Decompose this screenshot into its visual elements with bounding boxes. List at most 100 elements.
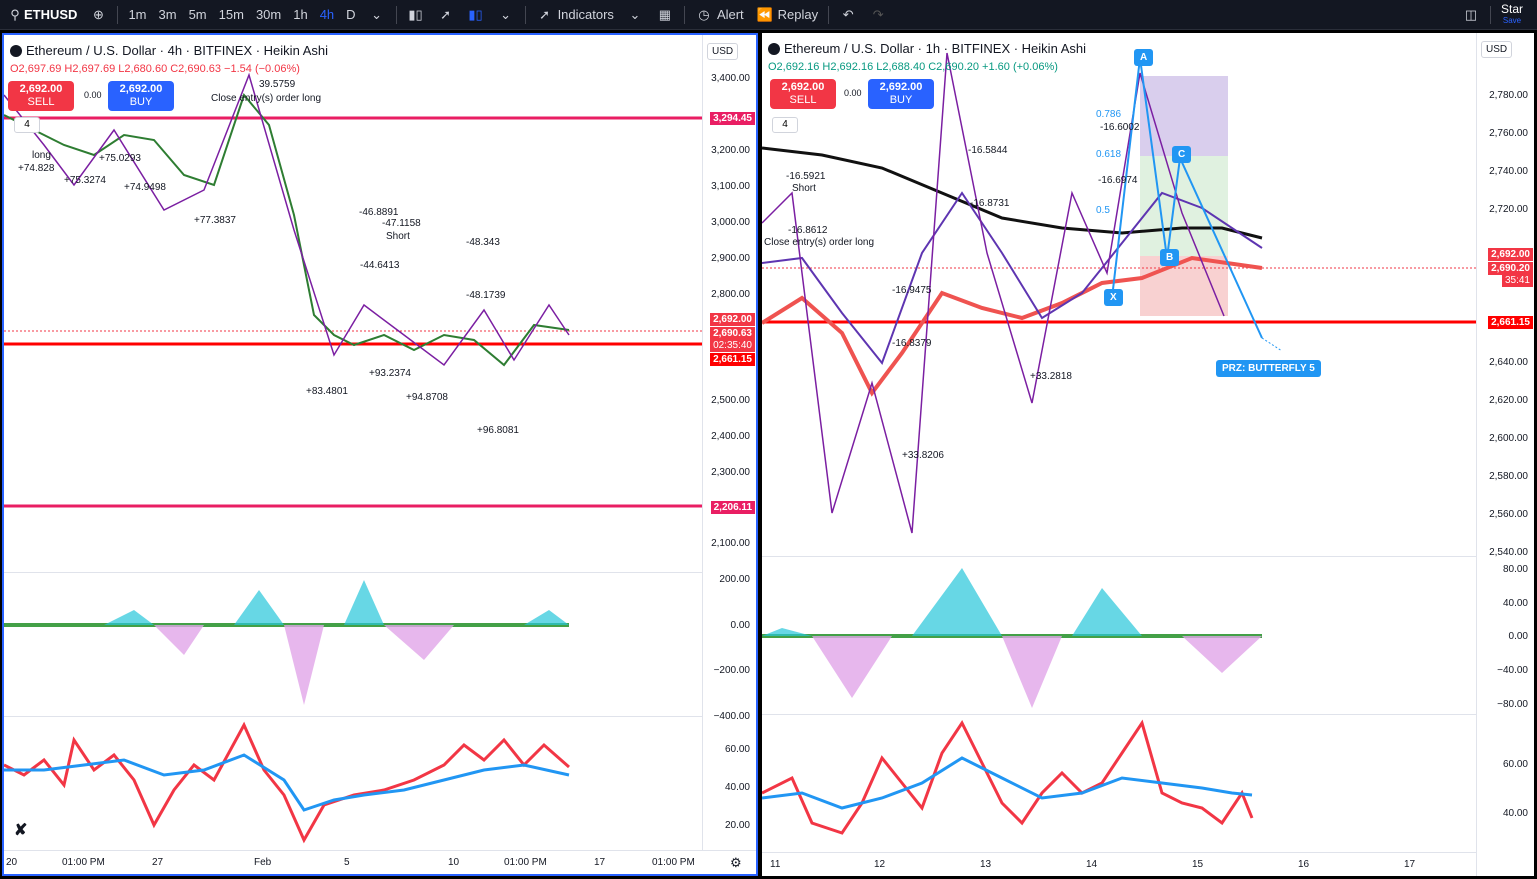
interval-15m[interactable]: 15m: [218, 7, 244, 22]
fib-label: 0.618: [1096, 149, 1122, 160]
annotation: Short: [386, 231, 410, 242]
interval-d[interactable]: D: [346, 7, 356, 22]
annotation: Close entry(s) order long: [764, 237, 875, 248]
price-tick: 2,800.00: [711, 289, 750, 300]
zigzag-line: [762, 52, 1225, 534]
annotation: 39.5759: [259, 79, 296, 90]
rsi-fast-line: [762, 719, 1254, 835]
alert-label: Alert: [716, 7, 744, 22]
symbol-label: ETHUSD: [24, 7, 78, 22]
price-axis-left[interactable]: USD 3,400.00 3,200.00 3,100.00 3,000.00 …: [702, 35, 756, 874]
interval-1m[interactable]: 1m: [128, 7, 147, 22]
price-axis-right[interactable]: USD 2,780.00 2,760.00 2,740.00 2,720.00 …: [1476, 33, 1534, 876]
top-toolbar: ⚲ ETHUSD ⊕ 1m 3m 5m 15m 30m 1h 4h D ⌄ ▮▯…: [0, 0, 1537, 30]
ethereum-logo-icon: [768, 42, 780, 55]
sell-button-right[interactable]: 2,692.00 SELL: [770, 79, 836, 109]
interval-dropdown[interactable]: ⌄: [362, 0, 392, 30]
pane-separator[interactable]: [4, 572, 702, 573]
price-tick: 2,500.00: [711, 395, 750, 406]
last-price-tag: 2,692.00: [1488, 248, 1533, 261]
interval-1h[interactable]: 1h: [293, 7, 308, 22]
annotation: +74.9498: [124, 182, 166, 193]
ethereum-logo-icon: [10, 44, 22, 57]
layout-button[interactable]: ◫: [1456, 0, 1486, 30]
buy-label-left: BUY: [129, 96, 153, 108]
redo-icon: ↷: [872, 6, 884, 22]
interval-30m[interactable]: 30m: [255, 7, 282, 22]
indicators-dropdown[interactable]: ⌄: [620, 0, 650, 30]
annotation: +77.3837: [194, 215, 236, 226]
time-axis-left[interactable]: 20 01:00 PM 27 Feb 5 10 01:00 PM 17 01:0…: [4, 850, 756, 874]
indicators-label: Indicators: [557, 7, 614, 22]
annotation: -44.6413: [360, 260, 400, 271]
annotation: long: [32, 150, 51, 161]
zigzag-line: [4, 72, 570, 367]
pane-separator[interactable]: [4, 716, 702, 717]
annotation: Close entry(s) order long: [211, 93, 322, 104]
undo-button[interactable]: ↶: [833, 0, 863, 30]
templates-button[interactable]: ▦: [650, 0, 680, 30]
macd-tick: −80.00: [1497, 699, 1528, 710]
currency-selector-right[interactable]: USD: [1481, 41, 1513, 58]
annotation: -48.343: [466, 237, 500, 248]
chart-type-dropdown[interactable]: ⌄: [491, 0, 521, 30]
price-tick: 3,200.00: [711, 145, 750, 156]
chart-legend-right[interactable]: Ethereum / U.S. Dollar · 1h · BITFINEX ·…: [768, 41, 1086, 56]
annotation: -48.1739: [466, 290, 506, 301]
interval-5m[interactable]: 5m: [188, 7, 207, 22]
buy-button-left[interactable]: 2,692.00 BUY: [108, 81, 174, 111]
sell-button-left[interactable]: 2,692.00 SELL: [8, 81, 74, 111]
lower-tag: 2,206.11: [710, 501, 755, 514]
save-layout-button[interactable]: Star Save: [1495, 0, 1537, 30]
alert-button[interactable]: ◷ Alert: [689, 0, 750, 30]
annotation: -16.8731: [970, 198, 1010, 209]
chart-legend-left[interactable]: Ethereum / U.S. Dollar · 4h · BITFINEX ·…: [10, 43, 328, 58]
currency-selector-left[interactable]: USD: [707, 43, 739, 60]
symbol-search[interactable]: ⚲ ETHUSD: [0, 0, 83, 30]
ohlc-readout-left: O2,697.69 H2,697.69 L2,680.60 C2,690.63 …: [10, 63, 300, 75]
time-axis-right[interactable]: 11 12 13 14 15 16 17: [762, 852, 1476, 876]
heikin-ashi-button[interactable]: ▮▯: [461, 0, 491, 30]
resistance-tag: 3,294.45: [710, 112, 755, 125]
time-label: 17: [594, 857, 606, 868]
redo-button[interactable]: ↷: [863, 0, 893, 30]
interval-box-left[interactable]: 4: [14, 117, 40, 133]
indicators-button[interactable]: ➚ Indicators: [530, 0, 620, 30]
annotation: +33.8206: [902, 450, 944, 461]
interval-box-right[interactable]: 4: [772, 117, 798, 133]
pane-separator[interactable]: [762, 556, 1476, 557]
search-icon: ⚲: [10, 6, 20, 22]
pattern-point-a: A: [1134, 49, 1154, 66]
annotation: +74.828: [18, 163, 55, 174]
chart-title-right: Ethereum / U.S. Dollar · 1h · BITFINEX ·…: [784, 41, 1086, 56]
chart-pane-right[interactable]: Ethereum / U.S. Dollar · 1h · BITFINEX ·…: [762, 33, 1534, 876]
close-price-tag: 2,690.63: [710, 327, 755, 340]
divider: [117, 5, 119, 24]
line-style-button[interactable]: ➚: [431, 0, 461, 30]
chart-pane-left[interactable]: Ethereum / U.S. Dollar · 4h · BITFINEX ·…: [2, 33, 758, 876]
price-tick: 2,540.00: [1489, 547, 1528, 558]
price-tick: 2,100.00: [711, 538, 750, 549]
indicators-icon: ➚: [539, 6, 551, 22]
interval-4h[interactable]: 4h: [319, 7, 335, 22]
support-tag: 2,661.15: [1488, 316, 1533, 329]
macd-tick: 80.00: [1502, 564, 1528, 575]
settings-gear-icon[interactable]: ⚙: [730, 855, 742, 870]
rsi-tick: 60.00: [724, 744, 750, 755]
bar-style-button[interactable]: ▮▯: [401, 0, 431, 30]
macd-tick: 0.00: [1508, 631, 1528, 642]
rsi-tick: 20.00: [724, 820, 750, 831]
time-label: 5: [344, 857, 350, 868]
buy-button-right[interactable]: 2,692.00 BUY: [868, 79, 934, 109]
chart-title-left: Ethereum / U.S. Dollar · 4h · BITFINEX ·…: [26, 43, 328, 58]
pane-separator[interactable]: [762, 714, 1476, 715]
countdown-tag: 02:35:40: [710, 339, 755, 352]
interval-3m[interactable]: 3m: [158, 7, 177, 22]
tradingview-logo-icon[interactable]: ✘: [14, 822, 28, 839]
price-tick: 2,780.00: [1489, 90, 1528, 101]
replay-button[interactable]: ⏪ Replay: [750, 0, 824, 30]
buy-label-right: BUY: [889, 94, 913, 106]
compare-button[interactable]: ⊕: [83, 0, 113, 30]
macd-tick: −40.00: [1497, 665, 1528, 676]
macd-histogram: [4, 580, 569, 705]
